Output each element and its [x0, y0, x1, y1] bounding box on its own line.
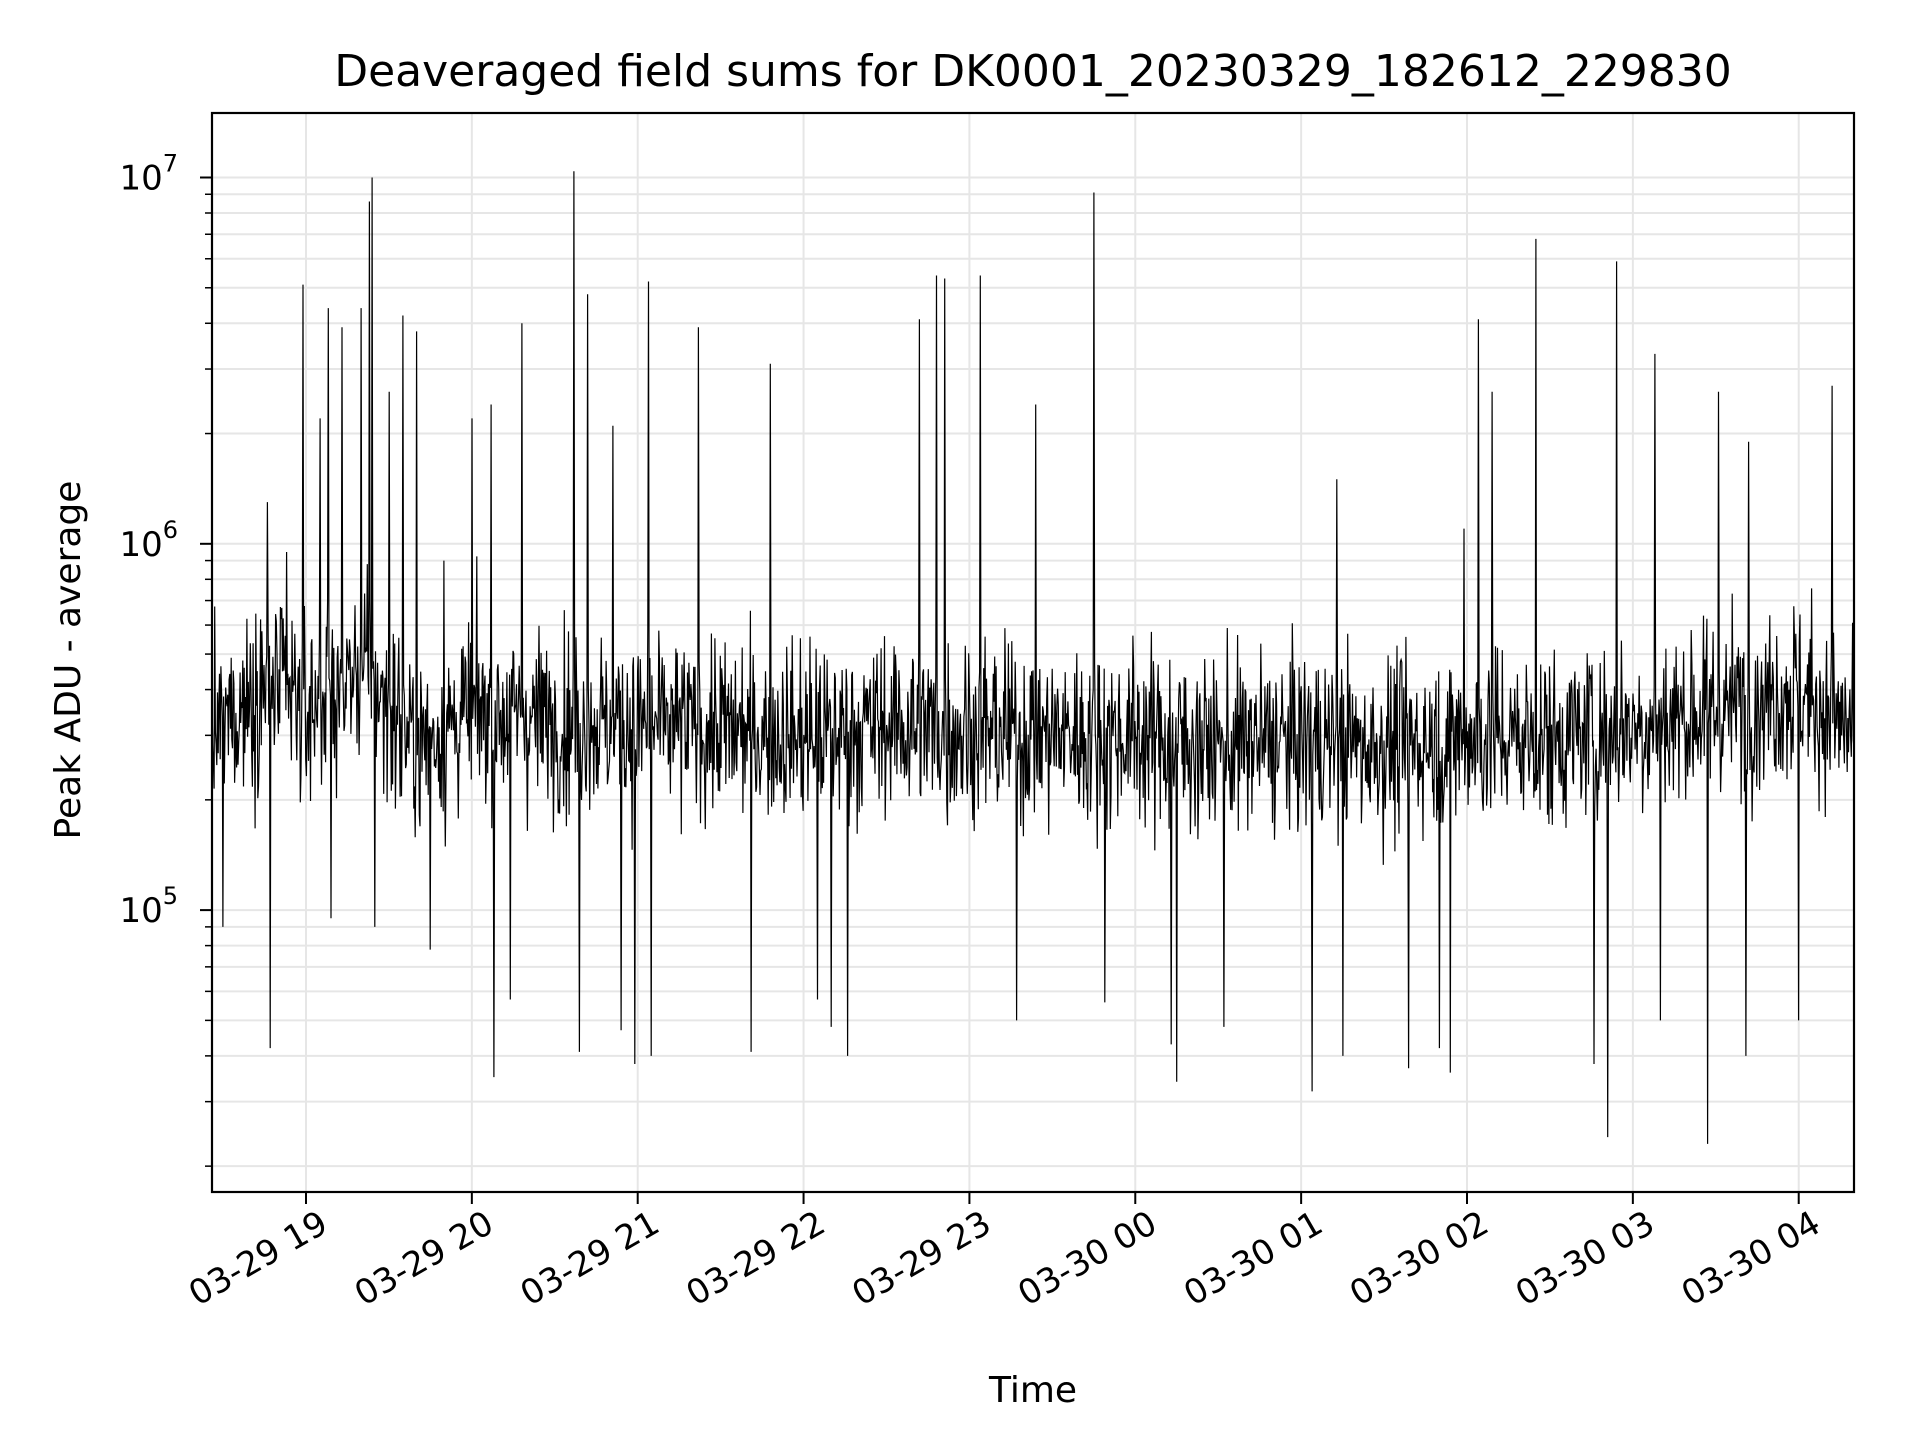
y-tick-exponent: 6: [163, 516, 178, 544]
y-tick-exponent: 7: [163, 150, 178, 178]
y-tick-label: 106: [119, 516, 178, 565]
plot-frame: [210, 111, 1856, 1194]
y-tick-label: 105: [119, 882, 178, 931]
y-axis-label: Peak ADU - average: [48, 481, 89, 840]
y-tick-base: 10: [119, 159, 162, 199]
y-tick-base: 10: [119, 891, 162, 931]
chart-title: Deaveraged field sums for DK0001_2023032…: [334, 46, 1732, 97]
plot-area: [211, 171, 1855, 1144]
series-line: [211, 171, 1855, 1144]
y-tick-base: 10: [119, 525, 162, 565]
x-axis-label: Time: [988, 1370, 1077, 1411]
y-tick-exponent: 5: [163, 882, 178, 910]
y-tick-label: 107: [119, 150, 178, 199]
